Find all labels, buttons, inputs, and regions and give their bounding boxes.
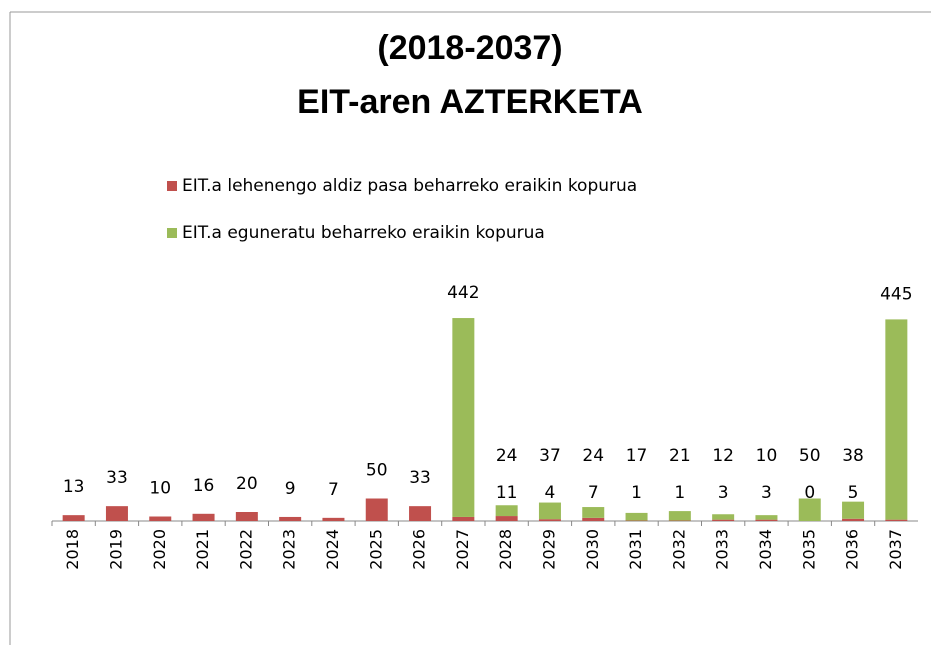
bar (842, 501, 865, 519)
bar (279, 516, 302, 521)
bar (538, 502, 561, 520)
legend-swatch (167, 181, 177, 191)
data-label: 13 (63, 477, 85, 497)
x-tick-label: 2028 (496, 529, 515, 570)
legend-label: EIT.a eguneratu beharreko eraikin kopuru… (182, 223, 545, 243)
x-tick-label: 2035 (799, 529, 818, 570)
chart-title: EIT-aren AZTERKETA (297, 83, 643, 121)
data-label: 33 (409, 468, 431, 488)
x-tick-label: 2027 (453, 529, 472, 570)
data-label: 12 (712, 446, 734, 466)
data-label: 4 (545, 483, 556, 503)
x-tick-label: 2032 (669, 529, 688, 570)
data-label: 3 (718, 483, 729, 503)
x-tick-label: 2033 (713, 529, 732, 570)
data-label: 5 (848, 483, 859, 503)
bar (322, 517, 345, 521)
legend-label: EIT.a lehenengo aldiz pasa beharreko era… (182, 176, 637, 196)
data-label: 1 (631, 483, 642, 503)
x-tick-label: 2034 (756, 529, 775, 570)
data-label: 50 (366, 461, 388, 481)
data-label: 33 (106, 468, 128, 488)
data-label: 38 (842, 446, 864, 466)
chart-title: (2018-2037) (377, 29, 562, 67)
x-tick-label: 2037 (886, 529, 905, 570)
x-tick-label: 2025 (366, 529, 385, 570)
data-label: 11 (496, 483, 518, 503)
bar (365, 498, 388, 521)
x-tick-label: 2018 (63, 529, 82, 570)
data-label: 50 (799, 446, 821, 466)
data-label: 21 (669, 446, 691, 466)
bar (755, 519, 778, 521)
data-label: 442 (447, 283, 479, 303)
data-label: 24 (582, 446, 604, 466)
data-label: 10 (149, 479, 171, 499)
bar (582, 517, 605, 521)
bar (409, 506, 432, 521)
bar (235, 512, 258, 521)
data-label: 20 (236, 474, 258, 494)
bar (495, 505, 518, 517)
bar (885, 519, 908, 521)
bar (538, 519, 561, 521)
bar (842, 518, 865, 521)
bar (192, 513, 215, 521)
bar (712, 519, 735, 521)
data-label: 24 (496, 446, 518, 466)
x-tick-label: 2036 (843, 529, 862, 570)
x-tick-label: 2029 (539, 529, 558, 570)
data-label: 3 (761, 483, 772, 503)
x-tick-label: 2024 (323, 529, 342, 570)
x-tick-label: 2022 (236, 529, 255, 570)
bar (582, 507, 605, 518)
data-label: 17 (626, 446, 648, 466)
data-label: 7 (588, 483, 599, 503)
x-tick-label: 2030 (583, 529, 602, 570)
bar (625, 512, 648, 521)
bar (755, 515, 778, 520)
bar (712, 514, 735, 520)
x-tick-label: 2031 (626, 529, 645, 570)
data-label: 1 (674, 483, 685, 503)
data-label: 37 (539, 446, 561, 466)
bar (495, 516, 518, 521)
bar (105, 506, 128, 521)
x-tick-label: 2021 (193, 529, 212, 570)
x-tick-label: 2026 (410, 529, 429, 570)
bar (149, 516, 172, 521)
x-tick-label: 2019 (106, 529, 125, 570)
data-label: 10 (756, 446, 778, 466)
data-label: 445 (880, 284, 912, 304)
bar (885, 319, 908, 520)
bar (668, 511, 691, 521)
legend-swatch (167, 228, 177, 238)
data-label: 16 (193, 476, 215, 496)
x-tick-label: 2020 (150, 529, 169, 570)
data-label: 9 (285, 479, 296, 499)
bar (62, 515, 85, 521)
bar (452, 516, 475, 521)
data-label: 0 (804, 483, 815, 503)
x-tick-label: 2023 (280, 529, 299, 570)
bar (798, 498, 821, 521)
data-label: 7 (328, 480, 339, 500)
bar (452, 318, 475, 517)
